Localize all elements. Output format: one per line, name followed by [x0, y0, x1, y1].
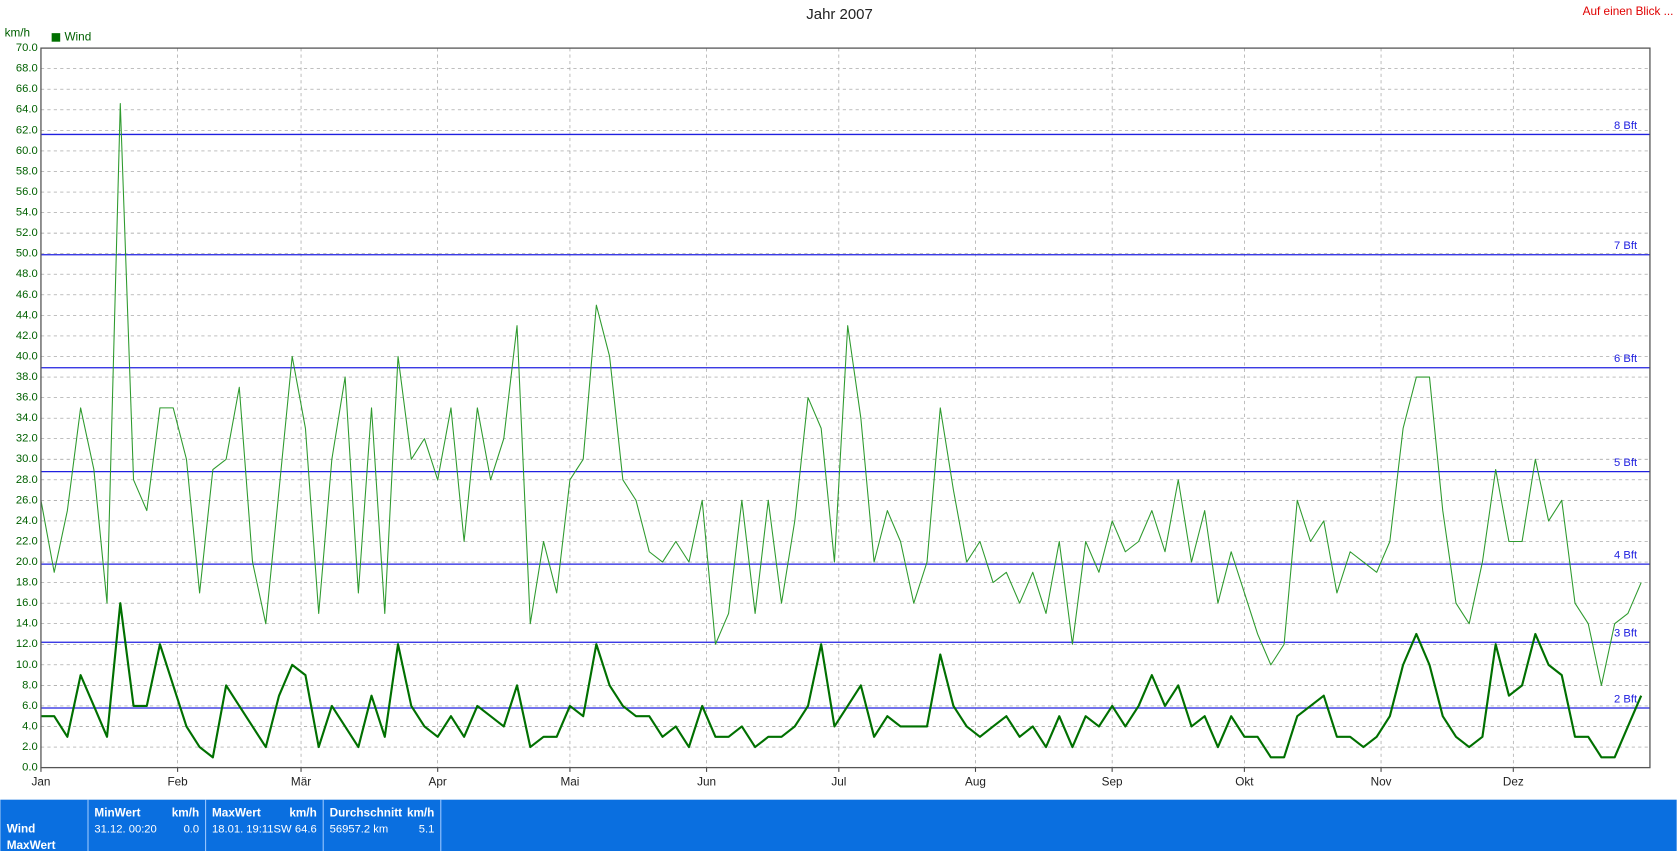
series-line	[40, 602, 1643, 759]
column-header: MinWert	[94, 807, 140, 820]
y-tick-label: 20.0	[16, 556, 38, 568]
y-tick-label: 60.0	[16, 145, 38, 157]
y-tick-label: 6.0	[22, 700, 38, 712]
y-tick-label: 26.0	[16, 494, 38, 506]
x-tick-label: Okt	[1235, 776, 1254, 789]
column-unit: km/h	[407, 807, 434, 820]
beaufort-label: 8 Bft	[1614, 120, 1638, 132]
y-tick-label: 70.0	[16, 42, 38, 54]
cell-value: 5.1	[419, 824, 435, 836]
chart-title: Jahr 2007	[806, 6, 873, 23]
plot-border	[40, 47, 1651, 769]
y-tick-label: 56.0	[16, 186, 38, 198]
y-tick-label: 24.0	[16, 515, 38, 527]
column-header: MaxWert	[212, 807, 261, 820]
x-tick-label: Mär	[291, 776, 311, 789]
y-tick-label: 58.0	[16, 165, 38, 177]
beaufort-label: 4 Bft	[1614, 550, 1638, 562]
y-tick-label: 14.0	[16, 618, 38, 630]
y-tick-label: 48.0	[16, 268, 38, 280]
beaufort-label: 5 Bft	[1614, 457, 1638, 469]
cell-when: 56957.2 km	[330, 824, 389, 836]
row-label: MaxWert	[7, 839, 56, 851]
y-tick-label: 4.0	[22, 720, 38, 732]
link[interactable]: Auf einen Blick ...	[1583, 5, 1674, 18]
y-tick-label: 32.0	[16, 433, 38, 445]
x-tick-label: Dez	[1503, 776, 1524, 789]
beaufort-label: 3 Bft	[1614, 628, 1638, 640]
y-tick-label: 52.0	[16, 227, 38, 239]
column-header: Durchschnitt	[330, 807, 403, 820]
row-label: Wind	[7, 823, 36, 836]
y-tick-label: 18.0	[16, 577, 38, 589]
y-tick-label: 12.0	[16, 638, 38, 650]
y-tick-label: 0.0	[22, 762, 38, 774]
y-unit: km/h	[5, 26, 30, 39]
series-line	[40, 103, 1642, 686]
x-tick-label: Sep	[1102, 776, 1123, 789]
y-tick-label: 34.0	[16, 412, 38, 424]
y-tick-label: 36.0	[16, 392, 38, 404]
y-tick-label: 28.0	[16, 474, 38, 486]
cell-value: 0.0	[184, 824, 200, 836]
x-tick-label: Aug	[965, 776, 986, 789]
legend-label: Wind	[64, 31, 91, 44]
x-tick-label: Feb	[167, 776, 188, 789]
legend-swatch	[51, 33, 61, 42]
x-tick-label: Jul	[831, 776, 846, 789]
beaufort-label: 7 Bft	[1614, 240, 1638, 252]
y-tick-label: 10.0	[16, 659, 38, 671]
y-tick-label: 38.0	[16, 371, 38, 383]
beaufort-label: 2 Bft	[1614, 693, 1638, 705]
y-tick-label: 62.0	[16, 124, 38, 136]
cell-when: 18.01. 19:11SW	[212, 824, 292, 836]
y-tick-label: 68.0	[16, 63, 38, 75]
y-tick-label: 22.0	[16, 535, 38, 547]
y-tick-label: 2.0	[22, 741, 38, 753]
y-tick-label: 50.0	[16, 248, 38, 260]
column-unit: km/h	[289, 807, 316, 820]
plot-background	[40, 48, 1650, 768]
beaufort-label: 6 Bft	[1614, 353, 1638, 365]
y-tick-label: 44.0	[16, 309, 38, 321]
x-tick-label: Jun	[697, 776, 716, 789]
y-tick-label: 30.0	[16, 453, 38, 465]
y-tick-label: 42.0	[16, 330, 38, 342]
x-tick-label: Mai	[560, 776, 579, 789]
summary-table: Wind MaxWert MinWert km/h 31.12. 00:20 0.0 Max…	[7, 799, 442, 851]
y-tick-label: 64.0	[16, 104, 38, 116]
y-tick-label: 66.0	[16, 83, 38, 95]
x-tick-label: Apr	[429, 776, 447, 789]
plot-area	[40, 47, 1650, 768]
column-unit: km/h	[172, 807, 199, 820]
y-tick-label: 54.0	[16, 207, 38, 219]
summary-bar	[0, 799, 1677, 851]
y-tick-label: 46.0	[16, 289, 38, 301]
y-tick-label: 8.0	[22, 679, 38, 691]
cell-when: 31.12. 00:20	[94, 824, 156, 836]
y-tick-label: 40.0	[16, 350, 38, 362]
x-tick-label: Nov	[1371, 776, 1392, 789]
y-tick-label: 16.0	[16, 597, 38, 609]
x-tick-label: Jan	[31, 776, 50, 789]
cell-value: 64.6	[295, 824, 317, 836]
